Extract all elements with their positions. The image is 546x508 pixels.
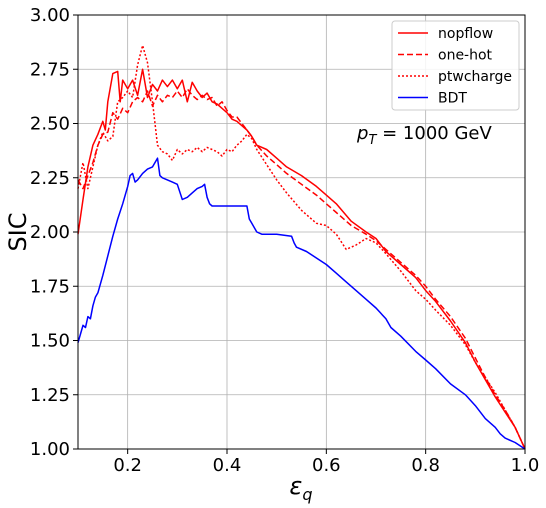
x-tick-label: 0.6 xyxy=(312,455,341,476)
x-tick-label: 1.0 xyxy=(511,455,540,476)
x-tick-label: 0.8 xyxy=(411,455,440,476)
x-axis-title-sub: q xyxy=(302,485,312,504)
x-tick-label: 0.4 xyxy=(213,455,242,476)
axis-ticks: 0.2 0.4 0.6 0.8 1.0 1.00 1.25 1.50 1.75 2.00 2.25 2… xyxy=(30,5,539,476)
pt-annotation-p: p xyxy=(356,123,368,144)
pt-annotation: pT = 1000 GeV xyxy=(356,123,492,148)
legend-label-bdt: BDT xyxy=(438,91,467,107)
y-tick-label: 2.00 xyxy=(30,222,70,243)
legend-label-ptwcharge: ptwcharge xyxy=(438,69,512,85)
x-axis-title-main: ε xyxy=(289,472,302,500)
series-line-ptwcharge xyxy=(77,44,526,450)
pt-annotation-value: = 1000 GeV xyxy=(376,123,492,144)
y-tick-label: 1.00 xyxy=(30,439,70,460)
y-tick-label: 2.75 xyxy=(30,59,70,80)
legend-entries: nopflow one-hot ptwcharge BDT xyxy=(398,26,512,107)
y-tick-label: 1.75 xyxy=(30,276,70,297)
x-tick-label: 0.2 xyxy=(113,455,142,476)
series-line-nopflow xyxy=(77,68,526,450)
y-tick-label: 1.25 xyxy=(30,385,70,406)
legend-box xyxy=(391,20,520,111)
y-axis-title: SIC xyxy=(4,212,32,251)
pt-annotation-sub: T xyxy=(368,133,377,148)
y-tick-label: 3.00 xyxy=(30,5,70,26)
series-line-one-hot xyxy=(77,88,526,450)
legend: nopflow one-hot ptwcharge BDT xyxy=(391,20,520,111)
series-line-bdt xyxy=(77,157,526,450)
y-tick-label: 1.50 xyxy=(30,331,70,352)
legend-label-nopflow: nopflow xyxy=(438,26,493,42)
x-axis-title: εq xyxy=(289,472,312,504)
series-lines xyxy=(77,44,526,450)
y-tick-label: 2.50 xyxy=(30,114,70,135)
y-tick-label: 2.25 xyxy=(30,168,70,189)
legend-label-one-hot: one-hot xyxy=(438,48,493,64)
